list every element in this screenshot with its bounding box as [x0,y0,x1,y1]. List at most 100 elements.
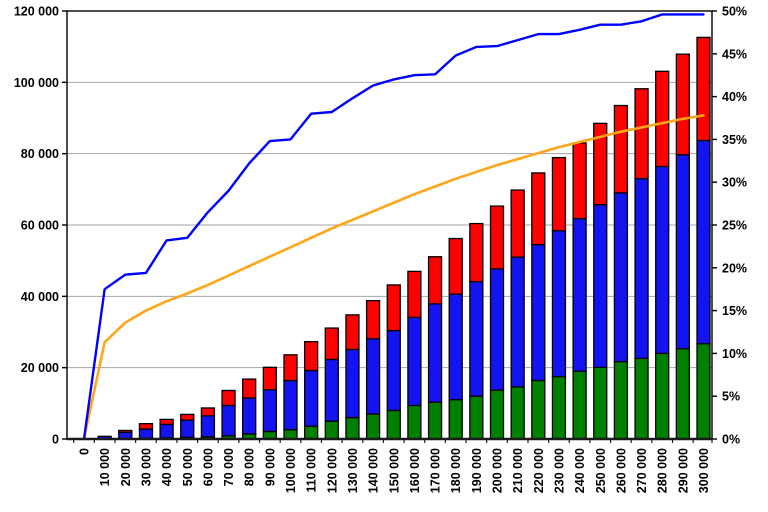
bar-segment-red [386,284,401,332]
bar-segment-green [531,379,546,440]
x-axis-label: 80 000 [243,448,257,486]
x-axis-label: 20 000 [119,448,133,486]
x-axis-label: 100 000 [284,448,298,493]
bar-segment-blue [159,423,174,439]
bar-segment-red [345,314,360,351]
left-axis-label: 40 000 [21,290,59,304]
axis-ticks [62,10,717,443]
x-axis-label: 40 000 [160,448,174,486]
x-axis-label: 220 000 [532,448,546,493]
bar-segment-green [655,352,670,440]
bar-segment-green [324,420,339,440]
bar-segment-blue [180,419,195,439]
bar-segment-red [510,189,525,258]
x-axis-label: 300 000 [697,448,711,493]
bar-segment-green [386,409,401,440]
bar-segment-red [531,172,546,246]
bar-segment-red [675,53,690,156]
x-axis-label: 150 000 [387,448,401,493]
bar-segment-blue [531,243,546,382]
bar-segment-blue [200,415,216,438]
bar-segment-blue [448,293,463,401]
x-axis-label: 170 000 [429,448,443,493]
left-axis-label: 60 000 [21,219,59,233]
right-axis-label: 0% [722,433,740,447]
left-axis-label: 120 000 [14,5,59,19]
bar-segment-blue [138,428,154,439]
bar-segment-blue [675,154,690,350]
x-axis-label: 290 000 [676,448,690,493]
bar-segment-blue [593,204,608,368]
x-axis-label: 130 000 [346,448,360,493]
bar-segment-green [283,429,298,440]
right-axis-labels: 0% 5% 10% 15% 20% 25% 30% 35% 40% 45% 50% [722,5,747,447]
x-axis-label: 190 000 [470,448,484,493]
bar-segment-blue [118,431,133,440]
x-axis-label: 110 000 [305,448,319,493]
bar-segment-red [180,413,195,421]
bar-segment-green [469,395,484,440]
bar-segment-red [200,407,216,417]
bar-segment-red [551,156,567,232]
x-axis-label: 180 000 [449,448,463,493]
bar-segment-red [593,122,608,206]
x-axis-label: 240 000 [573,448,587,493]
x-axis-label: 30 000 [139,448,153,486]
stacked-bar-series [97,36,711,440]
bar-segment-blue [489,268,505,391]
bar-segment-blue [551,230,567,378]
bar-segment-blue [324,358,339,422]
x-axis-label: 270 000 [635,448,649,493]
bar-segment-red [365,299,381,340]
bar-segment-blue [345,348,360,419]
bar-segment-blue [427,303,443,403]
right-axis-label: 20% [722,261,747,275]
right-axis-label: 30% [722,176,747,190]
right-axis-label: 10% [722,347,747,361]
x-axis-label: 210 000 [511,448,525,493]
right-axis-label: 35% [722,133,747,147]
x-axis-label: 280 000 [656,448,670,493]
bar-segment-green [613,360,629,440]
bar-segment-blue [613,192,629,363]
x-axis-label: 260 000 [614,448,628,493]
bar-segment-red [696,36,711,142]
bar-segment-blue [469,281,484,397]
bar-segment-green [572,370,587,440]
right-axis-label: 40% [722,90,747,104]
bar-segment-red [324,327,339,361]
bar-segment-red [427,256,443,305]
left-axis-label: 80 000 [21,147,59,161]
right-axis-label: 5% [722,390,740,404]
bar-segment-red [159,418,174,426]
bar-segment-red [118,429,133,433]
right-axis-label: 45% [722,47,747,61]
percent-lines [82,13,705,441]
bar-segment-green [303,425,319,440]
x-axis-label: 10 000 [98,448,112,486]
x-axis-labels: 0 10 000 20 000 30 000 40 000 50 000 60 000 70 … [78,448,712,493]
left-axis-label: 0 [52,433,59,447]
bar-segment-red [262,366,278,391]
x-axis-label: 160 000 [408,448,422,493]
x-axis-label: 230 000 [552,448,566,493]
x-axis-label: 120 000 [325,448,339,493]
bar-segment-green [448,399,463,440]
bar-segment-blue [407,316,422,407]
blue-cumulative-line [82,13,705,441]
bar-segment-blue [696,139,711,345]
bar-segment-green [696,343,711,440]
bar-segment-red [469,222,484,283]
bar-segment-green [675,348,690,440]
bar-segment-green [593,366,608,440]
bar-segment-blue [303,369,319,427]
orange-cumulative-line [82,114,705,441]
bar-segment-green [634,357,649,440]
bar-segment-red [613,104,629,194]
bar-segment-red [634,88,649,180]
x-axis-label: 60 000 [201,448,215,486]
bar-segment-blue [262,389,278,433]
bar-segment-red [489,205,505,270]
